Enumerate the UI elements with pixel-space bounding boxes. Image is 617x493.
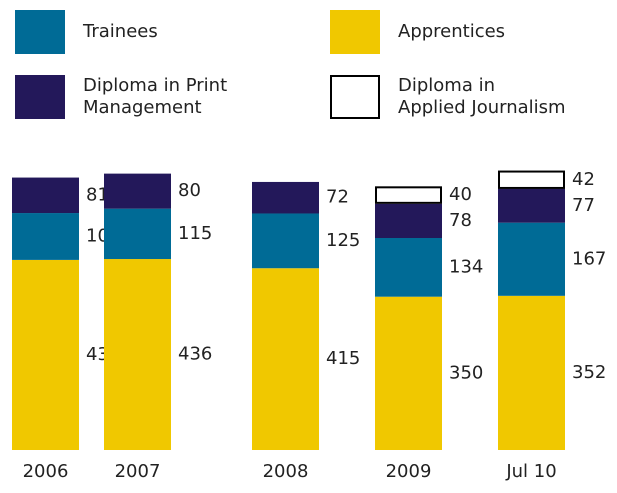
data-label: 78: [449, 210, 472, 231]
data-label: 77: [572, 195, 595, 216]
bar-segment: [375, 186, 442, 204]
bar-segment: [498, 188, 565, 223]
bar-segment: [12, 213, 79, 260]
bar-segment: [12, 259, 79, 450]
data-label: 134: [449, 256, 483, 277]
data-label: 436: [178, 344, 212, 365]
legend-label: Apprentices: [398, 21, 506, 42]
bar-segment: [252, 268, 319, 450]
bar-segment: [104, 259, 171, 450]
data-label: 167: [572, 248, 606, 269]
x-tick-label: 2008: [263, 461, 309, 482]
data-label: 415: [326, 348, 360, 369]
legend-swatch: [330, 75, 380, 119]
data-label: 72: [326, 187, 349, 208]
legend-swatch: [15, 10, 65, 54]
bar-segment: [12, 177, 79, 214]
bar-segment: [498, 170, 565, 189]
x-tick-label: Jul 10: [505, 461, 556, 482]
bar-segment: [104, 208, 171, 260]
bar-segment: [498, 295, 565, 450]
legend-swatch: [15, 75, 65, 119]
x-tick-label: 2006: [23, 461, 69, 482]
legend-swatch: [330, 10, 380, 54]
data-label: 125: [326, 230, 360, 251]
legend-label: Trainees: [83, 21, 158, 42]
legend-label: Diploma in Applied Journalism: [398, 75, 566, 118]
bar-segment: [104, 173, 171, 209]
bar-segment: [375, 238, 442, 297]
data-label: 115: [178, 223, 212, 244]
legend-label: Diploma in Print Management: [83, 75, 228, 118]
data-label: 40: [449, 184, 472, 205]
x-tick-label: 2009: [386, 461, 432, 482]
data-label: 350: [449, 362, 483, 383]
data-label: 42: [572, 169, 595, 190]
x-tick-label: 2007: [115, 461, 161, 482]
bar-segment: [498, 222, 565, 296]
bar-segment: [252, 181, 319, 214]
data-label: 352: [572, 362, 606, 383]
bar-segment: [375, 296, 442, 450]
data-label: 80: [178, 180, 201, 201]
bar-segment: [252, 213, 319, 269]
bar-segment: [375, 203, 442, 239]
data-label: 81: [86, 184, 109, 205]
